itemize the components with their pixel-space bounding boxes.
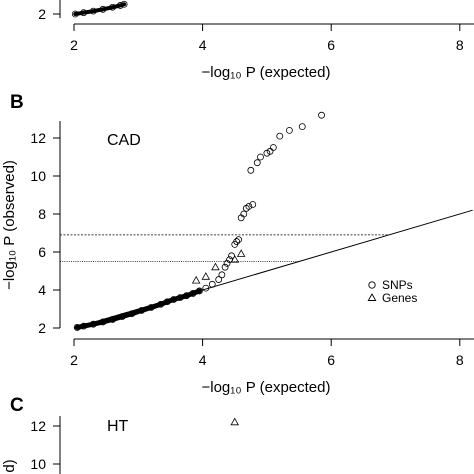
panel-a-snp-point <box>89 7 97 15</box>
panel-b-gene-point <box>191 275 201 284</box>
panel-c-y-axis-label-fragment: d) <box>1 459 18 472</box>
panel-c: C HT 12 10 d) <box>1 395 240 474</box>
legend-genes-marker <box>367 293 377 301</box>
panel-c-gene-point <box>230 417 240 426</box>
panel-b-snp-point <box>240 210 248 218</box>
panel-b-gene-point <box>236 249 246 257</box>
panel-a-dense-points <box>73 2 127 16</box>
panel-b-x-axis-label: −log₁₀ P (expected) <box>201 379 330 396</box>
legend: SNPs Genes <box>367 278 417 305</box>
legend-snps-marker <box>368 281 376 289</box>
panel-a-y-tick-label: 2 <box>38 6 46 22</box>
panel-b-snp-point <box>235 236 243 244</box>
panel-b-snp-point <box>189 290 197 297</box>
panel-b-snp-point <box>195 287 203 295</box>
panel-b-gene-point <box>230 254 240 263</box>
panel-b-snp-point <box>276 132 284 140</box>
panel-b-y-axis-label: −log₁₀ P (observed) <box>1 160 18 290</box>
panel-b-title: CAD <box>107 132 141 149</box>
panel-b-y-tick-label: 6 <box>38 244 46 260</box>
panel-a-x-tick-label: 4 <box>199 37 207 53</box>
panel-c-title: HT <box>107 418 129 435</box>
panel-b-snp-point <box>318 111 325 119</box>
panel-a-snp-point <box>71 10 79 18</box>
panel-b-snp-point <box>118 313 126 321</box>
panel-a: 2 −log₁₀ P (expected) 2 4 6 8 <box>38 0 474 81</box>
legend-snps-label: SNPs <box>382 278 413 292</box>
panel-b-snp-point <box>233 238 241 245</box>
panel-b-snp-point <box>218 271 226 279</box>
panel-b-snp-point <box>245 202 253 210</box>
panel-b-reference-line <box>73 209 473 329</box>
panel-b-snp-point <box>247 166 255 174</box>
panel-b-snp-point <box>170 296 178 303</box>
panel-b: B CAD −log₁₀ P (expected) −log₁₀ P (obse… <box>1 92 474 396</box>
panel-a-snp-point <box>109 3 116 11</box>
panel-b-snp-point <box>269 144 277 151</box>
panel-b-snp-point <box>249 201 257 208</box>
panel-b-gene-point <box>201 272 211 280</box>
panel-b-snp-point <box>163 298 171 306</box>
panel-b-letter: B <box>10 92 24 113</box>
panel-b-x-tick-label: 8 <box>456 352 464 368</box>
panel-b-snp-point <box>128 310 136 318</box>
panel-a-x-axis-label: −log₁₀ P (expected) <box>201 64 330 81</box>
panel-b-snp-point <box>253 159 261 167</box>
panel-b-snp-point <box>202 284 210 292</box>
panel-b-snp-point <box>176 294 184 302</box>
legend-genes-label: Genes <box>382 291 417 305</box>
panel-b-snp-point <box>157 300 165 308</box>
panel-c-letter: C <box>10 395 24 416</box>
panel-b-y-tick-label: 10 <box>30 168 46 184</box>
panel-b-snp-point <box>138 307 145 314</box>
panel-c-y-tick-label: 10 <box>30 456 46 472</box>
panel-a-x-tick-label: 6 <box>327 37 335 53</box>
panel-a-x-tick-label: 8 <box>456 37 464 53</box>
panel-b-x-tick-label: 2 <box>70 352 78 368</box>
panel-b-snp-point <box>109 316 116 323</box>
panel-b-snp-point <box>80 322 88 330</box>
panel-b-snp-point <box>73 324 81 331</box>
panel-a-snp-point <box>120 0 128 8</box>
panel-b-snp-point <box>183 292 190 300</box>
panel-b-snp-point <box>147 304 155 311</box>
panel-a-x-tick-label: 2 <box>70 37 78 53</box>
panel-b-gene-point <box>211 262 220 271</box>
panel-b-snp-point <box>221 263 229 271</box>
panel-b-snp-point <box>215 276 223 283</box>
panel-b-snp-point <box>257 153 264 161</box>
panel-b-snp-point <box>89 320 97 328</box>
panel-b-snp-point <box>298 123 306 130</box>
panel-b-y-tick-label: 8 <box>38 206 46 222</box>
panel-b-snp-point <box>286 126 293 134</box>
panel-b-snp-point <box>99 318 107 326</box>
panel-b-y-tick-label: 2 <box>38 320 46 336</box>
panel-a-snp-point <box>99 5 107 13</box>
panel-b-snp-point <box>208 280 216 288</box>
panel-a-snp-point <box>116 2 124 9</box>
panel-b-y-tick-label: 12 <box>30 130 46 146</box>
panel-b-x-tick-label: 4 <box>199 352 207 368</box>
panel-a-snp-point <box>80 9 88 17</box>
panel-b-y-tick-label: 4 <box>38 282 46 298</box>
panel-c-y-tick-label: 12 <box>30 418 46 434</box>
panel-b-x-tick-label: 6 <box>327 352 335 368</box>
